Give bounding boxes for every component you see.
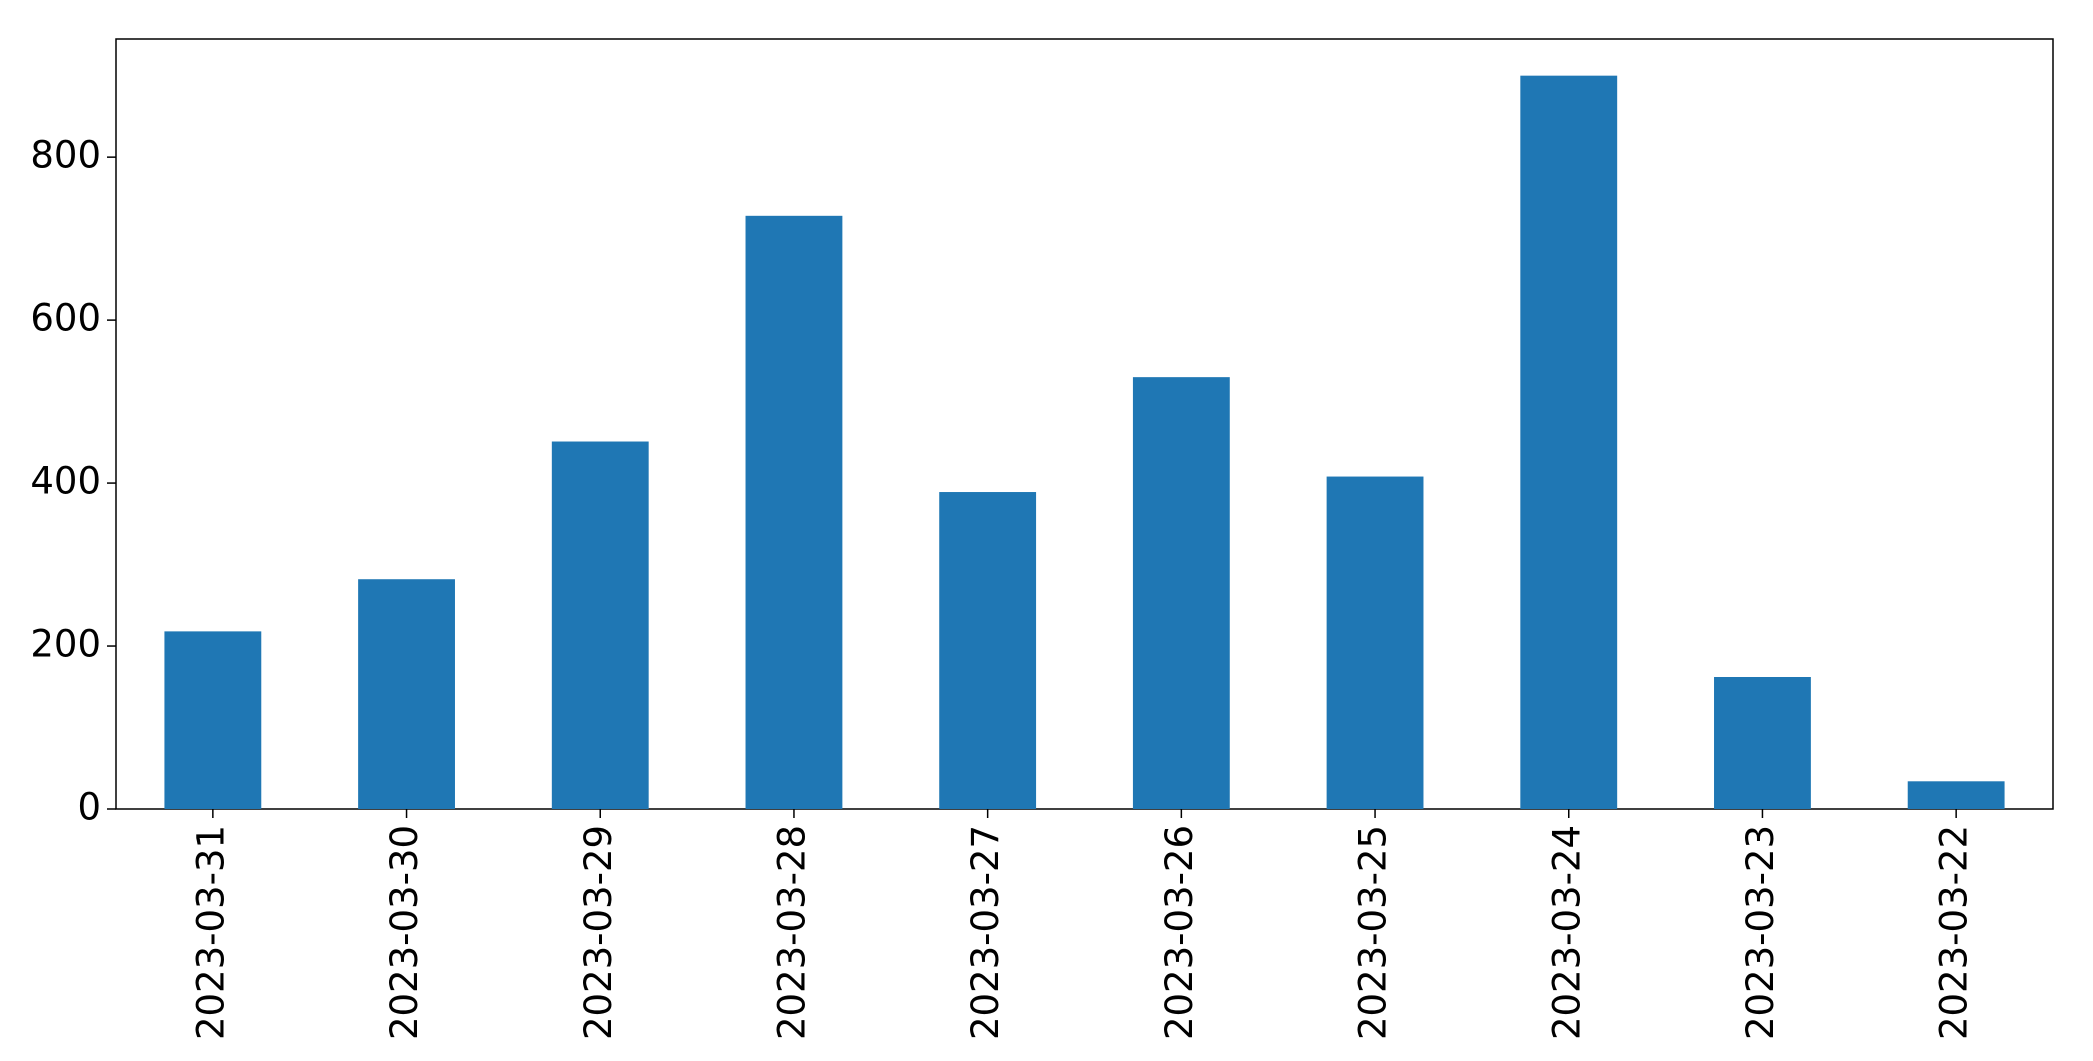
bar <box>1714 677 1811 809</box>
x-tick-label: 2023-03-28 <box>770 825 813 1040</box>
x-tick-label: 2023-03-23 <box>1739 825 1782 1040</box>
x-tick-label: 2023-03-30 <box>383 825 426 1040</box>
y-tick-label: 400 <box>30 460 101 503</box>
bar <box>939 492 1037 809</box>
bar <box>745 215 843 809</box>
plot-frame <box>115 38 2054 810</box>
x-tick-label: 2023-03-24 <box>1545 825 1588 1040</box>
x-tick-label: 2023-03-25 <box>1352 825 1395 1040</box>
x-tick-label: 2023-03-29 <box>577 825 620 1040</box>
bar <box>1326 476 1424 809</box>
y-tick-label: 800 <box>30 134 101 177</box>
x-tick-label: 2023-03-27 <box>964 825 1007 1040</box>
bar <box>164 631 262 809</box>
bar <box>1132 377 1230 809</box>
x-tick-label: 2023-03-26 <box>1158 825 1201 1040</box>
x-tick-label: 2023-03-22 <box>1933 825 1976 1040</box>
x-tick-label: 2023-03-31 <box>189 825 232 1040</box>
bar <box>1907 781 2005 809</box>
bar <box>551 441 649 809</box>
y-tick-label: 600 <box>30 297 101 340</box>
bar <box>1520 75 1618 809</box>
y-tick-label: 200 <box>30 623 101 666</box>
bar <box>358 579 455 809</box>
y-tick-label: 0 <box>77 786 101 829</box>
